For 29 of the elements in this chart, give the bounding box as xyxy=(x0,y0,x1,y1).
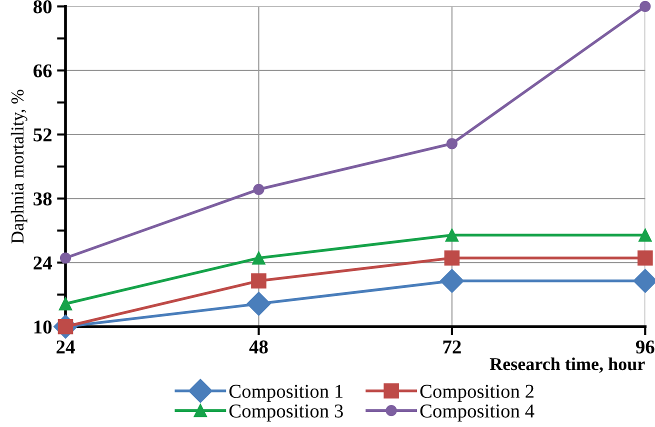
y-tick-label: 24 xyxy=(34,256,52,270)
legend-label: Composition 3 xyxy=(229,404,343,422)
y-tick-label: 38 xyxy=(34,192,52,206)
point xyxy=(445,228,459,242)
y-tick-label: 80 xyxy=(34,0,52,14)
point xyxy=(252,251,266,265)
point xyxy=(440,268,464,293)
point xyxy=(58,297,72,310)
point xyxy=(246,292,271,316)
point xyxy=(638,228,652,242)
point xyxy=(60,252,72,264)
x-tick-label: 96 xyxy=(636,340,654,354)
x-tick-label: 72 xyxy=(443,340,461,354)
point xyxy=(444,250,460,266)
y-tick-label: 10 xyxy=(34,320,52,334)
legend-label: Composition 2 xyxy=(420,384,534,402)
x-tick-label: 48 xyxy=(249,340,268,354)
point xyxy=(638,250,653,266)
point xyxy=(446,138,458,150)
legend-label: Composition 1 xyxy=(229,384,343,402)
point xyxy=(251,273,266,289)
point xyxy=(253,184,264,195)
point xyxy=(640,0,651,12)
y-tick-label: 66 xyxy=(34,64,52,78)
legend-label: Composition 4 xyxy=(420,404,534,422)
y-tick-label: 52 xyxy=(34,128,52,142)
x-axis-title: Research time, hour xyxy=(490,357,645,373)
y-axis-title: Daphnia mortality, % xyxy=(10,90,28,244)
x-tick-label: 24 xyxy=(56,340,75,354)
